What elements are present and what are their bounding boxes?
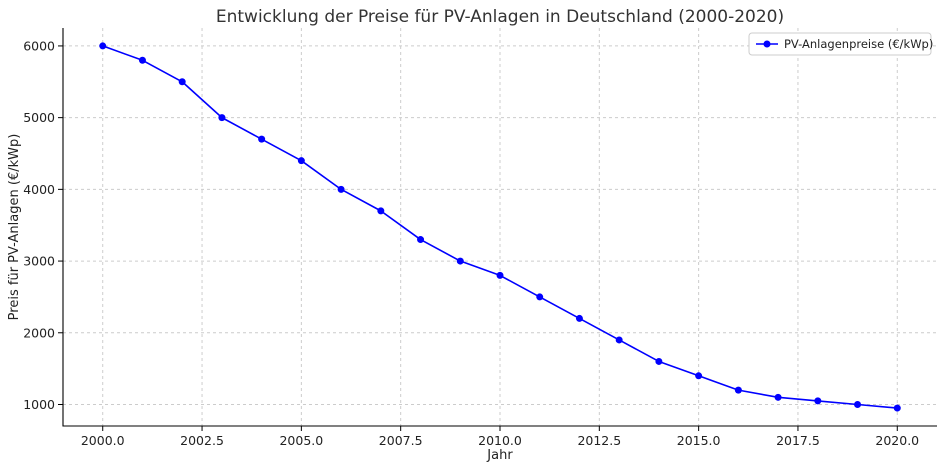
legend-marker-icon [763,40,771,48]
data-point [774,393,782,401]
plot-axes [62,28,937,427]
data-point [99,42,107,50]
x-tick-label: 2005.0 [279,433,323,448]
y-tick-label: 3000 [23,254,55,269]
x-tick-label: 2007.5 [379,433,423,448]
data-point [695,372,703,380]
y-tick-label: 1000 [23,397,55,412]
y-tick-label: 5000 [23,110,55,125]
x-tick-label: 2017.5 [776,433,820,448]
data-point [297,157,305,165]
x-tick-label: 2015.0 [677,433,721,448]
data-point [218,114,226,122]
x-tick-label: 2012.5 [577,433,621,448]
legend: PV-Anlagenpreise (€/kWp) [748,32,933,56]
series-layer [99,42,901,412]
x-tick-label: 2010.0 [478,433,522,448]
data-point [854,400,862,408]
data-point [615,336,623,344]
y-tick-label: 2000 [23,325,55,340]
data-point [258,135,266,143]
x-axis-ticks: 2000.0 2002.5 2005.0 2007.5 2010.0 2012.5 2015… [81,426,919,448]
chart-title: Entwicklung der Preise für PV-Anlagen in… [216,7,784,27]
y-tick-label: 6000 [23,38,55,53]
x-tick-label: 2000.0 [81,433,125,448]
grid [63,28,937,426]
data-point [536,293,544,301]
y-axis-label: Preis für PV-Anlagen (€/kWp) [7,134,22,321]
y-axis-ticks: 1000 2000 3000 4000 5000 6000 [23,38,63,412]
data-point [814,397,822,405]
data-point [893,404,901,412]
data-point [734,386,742,394]
legend-label: PV-Anlagenpreise (€/kWp) [784,37,933,51]
x-tick-label: 2002.5 [180,433,224,448]
legend-box [748,32,932,56]
data-point [377,207,385,215]
data-point [178,78,186,86]
data-point [655,357,663,365]
data-point [456,257,464,265]
x-axis-label: Jahr [486,448,513,463]
data-point [575,314,583,322]
data-point [417,236,425,244]
x-tick-label: 2020.0 [875,433,919,448]
data-point [496,271,504,279]
y-tick-label: 4000 [23,182,55,197]
data-point [138,56,146,64]
data-point [337,185,345,193]
